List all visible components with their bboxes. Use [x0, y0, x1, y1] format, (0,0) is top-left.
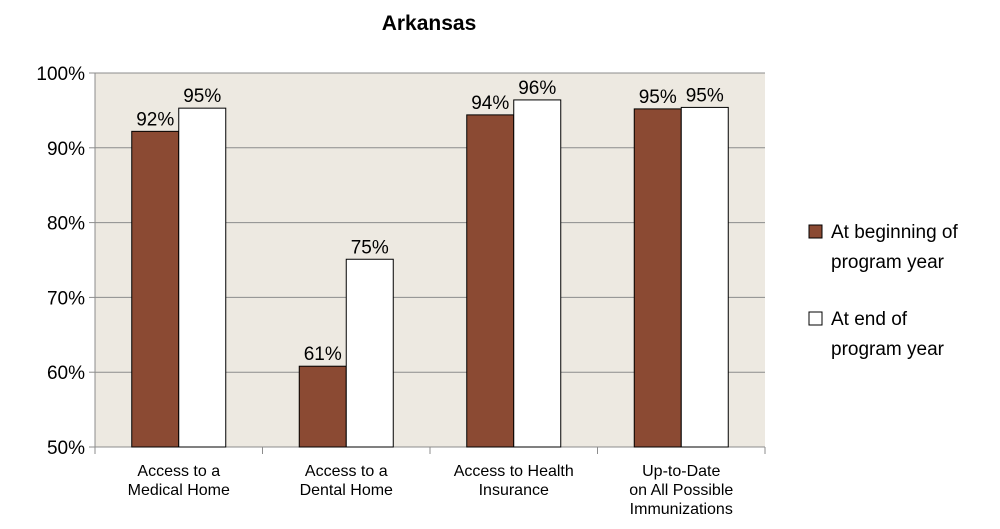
legend: At beginning of program year At end of prog… — [808, 222, 958, 360]
data-label: 95% — [639, 87, 677, 108]
x-tick-label-line: Access to a — [305, 463, 388, 480]
data-label: 96% — [518, 78, 556, 99]
x-tick-label-line: Access to a — [137, 463, 220, 480]
x-tick-label: Access to a Dental Home — [300, 463, 393, 499]
plot-area: 50% 60% 70% 80% 90% 100% 92% 95% Access to a Medi… — [36, 64, 766, 518]
legend-label-line: At beginning of — [831, 222, 958, 243]
x-tick-label-line: Insurance — [479, 482, 549, 499]
x-tick-label-line: Up-to-Date — [642, 463, 720, 480]
x-tick-label-line: Immunizations — [630, 501, 733, 518]
data-label: 61% — [304, 344, 342, 365]
x-tick-label-line: Dental Home — [300, 482, 393, 499]
bar — [466, 114, 515, 448]
data-label: 95% — [183, 86, 221, 107]
y-tick-label: 90% — [47, 139, 85, 160]
legend-label: At end of program year — [831, 309, 945, 360]
x-tick-label: Access to a Medical Home — [128, 463, 230, 499]
bar — [131, 130, 180, 448]
x-tick-label-line: on All Possible — [629, 482, 733, 499]
legend-label-line: program year — [831, 252, 945, 273]
y-tick-label: 60% — [47, 363, 85, 384]
legend-label-line: At end of — [831, 309, 908, 330]
legend-label-line: program year — [831, 339, 945, 360]
x-tick-label-line: Medical Home — [128, 482, 230, 499]
bar — [298, 365, 347, 448]
legend-label: At beginning of program year — [831, 222, 958, 273]
data-label: 75% — [351, 237, 389, 258]
y-tick-label: 80% — [47, 214, 85, 235]
y-tick-label: 50% — [47, 438, 85, 459]
legend-swatch — [808, 224, 823, 239]
bar — [345, 258, 394, 448]
bar — [178, 107, 227, 448]
x-tick-label: Access to Health Insurance — [454, 463, 574, 499]
bar — [633, 108, 682, 448]
legend-swatch — [808, 311, 823, 326]
chart-title: Arkansas — [382, 12, 477, 35]
y-tick-label: 70% — [47, 288, 85, 309]
data-label: 92% — [136, 109, 174, 130]
x-tick-label: Up-to-Date on All Possible Immunizations — [629, 463, 733, 518]
y-tick-label: 100% — [36, 64, 85, 85]
bar — [680, 106, 729, 448]
data-label: 95% — [686, 85, 724, 106]
x-tick-label-line: Access to Health — [454, 463, 574, 480]
data-label: 94% — [471, 93, 509, 114]
bar — [513, 99, 562, 448]
